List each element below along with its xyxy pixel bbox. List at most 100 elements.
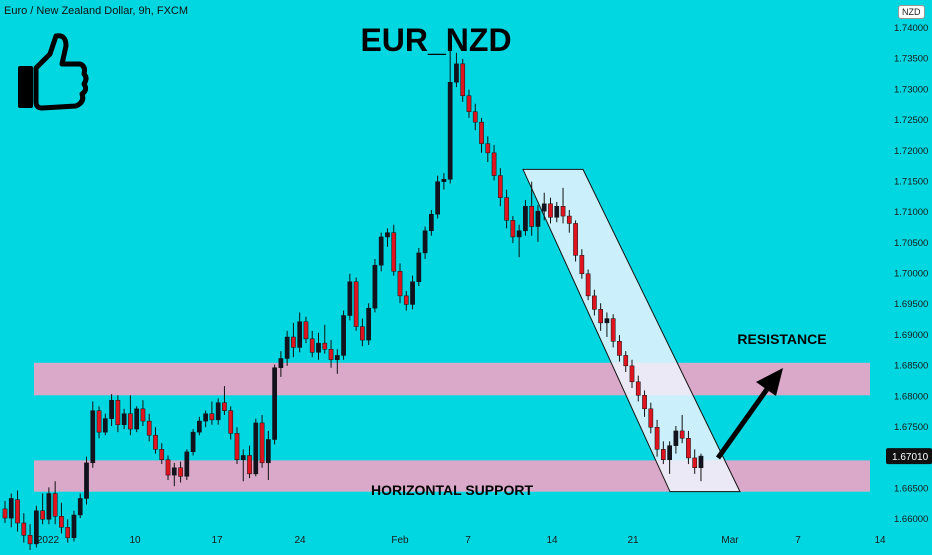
candle[interactable] <box>504 189 509 229</box>
candle[interactable] <box>272 364 277 445</box>
candle[interactable] <box>360 318 365 347</box>
candle[interactable] <box>165 455 171 481</box>
candle[interactable] <box>554 201 560 223</box>
candle[interactable] <box>460 58 466 102</box>
candle[interactable] <box>46 487 52 525</box>
candle[interactable] <box>146 413 152 442</box>
candle[interactable] <box>466 89 472 118</box>
candle[interactable] <box>2 500 8 523</box>
candle[interactable] <box>472 103 478 131</box>
candle[interactable] <box>215 398 221 425</box>
candle[interactable] <box>566 209 572 233</box>
candle[interactable] <box>184 449 190 481</box>
candle[interactable] <box>34 505 39 548</box>
candle[interactable] <box>247 445 252 479</box>
candle[interactable] <box>642 390 647 417</box>
candle[interactable] <box>21 513 27 543</box>
candle[interactable] <box>497 168 503 207</box>
candle[interactable] <box>71 510 77 542</box>
candle[interactable] <box>385 228 390 247</box>
candle[interactable] <box>397 263 403 304</box>
candle[interactable] <box>654 419 660 457</box>
candle[interactable] <box>491 144 497 181</box>
candle[interactable] <box>510 216 516 244</box>
candle[interactable] <box>667 441 672 474</box>
candle[interactable] <box>334 349 340 374</box>
candle[interactable] <box>265 430 271 481</box>
candle[interactable] <box>15 490 20 532</box>
candle[interactable] <box>579 249 585 279</box>
candle[interactable] <box>77 493 83 519</box>
candle[interactable] <box>648 402 654 434</box>
candle[interactable] <box>84 456 89 505</box>
candle[interactable] <box>479 117 484 153</box>
candle[interactable] <box>328 340 334 368</box>
candle[interactable] <box>121 408 127 430</box>
candle[interactable] <box>573 220 578 262</box>
candle[interactable] <box>278 351 284 377</box>
candle[interactable] <box>629 359 635 388</box>
candle[interactable] <box>592 289 597 316</box>
candle[interactable] <box>435 175 440 219</box>
candle[interactable] <box>372 259 378 313</box>
candle[interactable] <box>134 406 140 433</box>
candle[interactable] <box>541 192 547 221</box>
candle[interactable] <box>623 351 629 372</box>
candle[interactable] <box>90 401 96 468</box>
candle[interactable] <box>686 430 691 465</box>
candle[interactable] <box>366 303 372 345</box>
candle[interactable] <box>8 493 14 528</box>
candle[interactable] <box>234 427 240 465</box>
candle[interactable] <box>297 312 303 353</box>
candle[interactable] <box>378 232 384 272</box>
candle[interactable] <box>403 290 409 311</box>
candle[interactable] <box>347 273 353 321</box>
candle[interactable] <box>228 406 234 440</box>
candle[interactable] <box>416 247 422 287</box>
candle[interactable] <box>197 416 202 436</box>
candle[interactable] <box>661 441 666 465</box>
candle[interactable] <box>40 493 45 525</box>
candle[interactable] <box>585 269 591 301</box>
candle[interactable] <box>617 335 622 362</box>
candle[interactable] <box>322 324 328 354</box>
candle[interactable] <box>604 312 610 337</box>
candle[interactable] <box>59 502 64 534</box>
candle[interactable] <box>560 187 566 224</box>
candle[interactable] <box>65 519 71 543</box>
candle[interactable] <box>96 406 102 439</box>
candle[interactable] <box>516 224 522 258</box>
candle[interactable] <box>535 205 541 242</box>
candle[interactable] <box>222 386 227 415</box>
candle[interactable] <box>610 314 616 348</box>
candle[interactable] <box>115 395 121 433</box>
candle[interactable] <box>485 136 491 163</box>
candle[interactable] <box>635 375 641 402</box>
candle[interactable] <box>284 330 290 366</box>
candle[interactable] <box>52 481 58 525</box>
candle[interactable] <box>253 418 259 477</box>
candle[interactable] <box>529 181 535 236</box>
candle[interactable] <box>102 413 108 436</box>
candle[interactable] <box>128 395 133 436</box>
candle[interactable] <box>441 173 447 190</box>
candle[interactable] <box>422 226 428 260</box>
candle[interactable] <box>153 427 158 454</box>
candle[interactable] <box>692 449 698 474</box>
candle[interactable] <box>454 52 459 88</box>
candle[interactable] <box>291 322 296 358</box>
candle[interactable] <box>353 277 359 331</box>
candle[interactable] <box>309 330 315 358</box>
candle[interactable] <box>391 224 397 276</box>
candle[interactable] <box>109 394 114 427</box>
candle[interactable] <box>447 46 453 184</box>
candle[interactable] <box>429 209 434 236</box>
candle[interactable] <box>190 429 196 456</box>
candle[interactable] <box>240 449 246 482</box>
candle[interactable] <box>203 410 208 428</box>
currency-badge[interactable]: NZD <box>898 5 925 19</box>
candle[interactable] <box>171 462 177 487</box>
candle[interactable] <box>598 303 603 331</box>
candle[interactable] <box>548 197 553 224</box>
